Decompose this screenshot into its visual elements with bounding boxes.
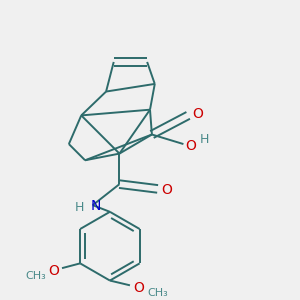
Text: O: O — [48, 264, 59, 278]
Text: CH₃: CH₃ — [26, 271, 46, 281]
Text: H: H — [75, 201, 84, 214]
Text: O: O — [192, 106, 203, 121]
Text: O: O — [186, 139, 196, 153]
Text: CH₃: CH₃ — [147, 288, 168, 298]
Text: O: O — [133, 281, 144, 295]
Text: O: O — [162, 183, 172, 197]
Text: N: N — [90, 199, 101, 213]
Text: H: H — [200, 133, 209, 146]
